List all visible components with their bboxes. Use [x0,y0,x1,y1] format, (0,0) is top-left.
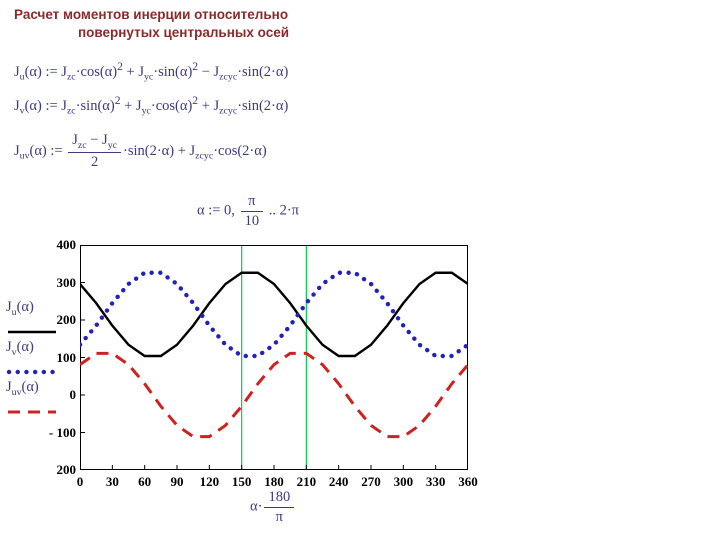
page-title-line2: повернутых центральных осей [78,25,290,40]
range-definition: α := 0, π 10 .. 2·π [197,193,299,229]
y-tick-label: 300 [56,274,77,290]
legend-item-juv: Juv(α) [6,379,58,417]
formula-jv: Jv(α) := Jzc·sin(α)2 + Jyc·cos(α)2 + Jzc… [14,94,289,117]
x-tick-label: 180 [264,474,284,489]
y-tick-label: 0 [69,387,77,402]
legend-item-jv: Jv(α) [6,339,58,377]
x-tick-label: 150 [231,474,252,489]
x-tick-label: 90 [170,474,184,489]
x-tick-label: 360 [458,474,478,489]
legend-label-jv: Jv(α) [6,339,34,358]
x-tick-label: 210 [296,474,317,489]
x-tick-label: 270 [361,474,381,489]
y-tick-label: 400 [56,237,77,252]
formula-ju: Ju(α) := Jzc·cos(α)2 + Jyc·sin(α)2 − Jzc… [14,60,289,83]
x-tick-label: 120 [199,474,220,489]
x-axis-label: α· 180 π [250,489,296,525]
legend-label-juv: Juv(α) [6,379,39,398]
legend-label-ju: Ju(α) [6,299,34,318]
plot-region: 0 30 60 90 120 150 180 210 240 270 300 330 360 400 30… [49,237,478,489]
x-tick-label: 240 [328,474,349,489]
formula-juv: Juv(α) := Jzc − Jyc 2 ·sin(2·α) + Jzcyc·co… [14,132,267,171]
legend-line-dotted-sample [6,369,58,375]
x-tick-label: 0 [76,474,84,489]
page-title: Расчет моментов инерции относительно [14,7,289,22]
x-tick-label: 330 [425,474,446,489]
legend-item-ju: Ju(α) [6,299,58,337]
legend: Ju(α) Jv(α) Juv(α) [6,299,58,419]
y-tick-label: 200 [56,312,77,327]
legend-line-solid-sample [8,330,56,334]
y-tick-label: - 100 [48,424,76,440]
x-tick-label: 30 [105,474,119,489]
x-tick-label: 300 [393,474,414,489]
y-tick-label: 200 [56,462,77,477]
x-tick-label: 60 [138,474,152,489]
y-tick-label: 100 [56,349,77,365]
legend-line-dashed-sample [8,410,56,414]
inertia-moments-plot [77,244,471,471]
